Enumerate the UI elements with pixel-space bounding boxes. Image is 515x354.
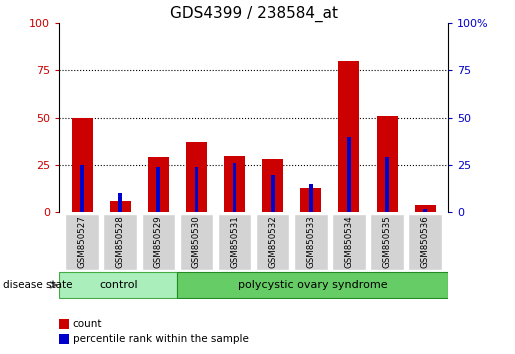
FancyBboxPatch shape (177, 272, 448, 298)
Text: GSM850529: GSM850529 (154, 215, 163, 268)
Bar (195, 167, 198, 212)
Text: disease state: disease state (3, 280, 72, 290)
Bar (186, 142, 207, 212)
Text: count: count (73, 319, 102, 329)
Text: GSM850535: GSM850535 (383, 215, 391, 268)
Bar (376, 116, 398, 212)
Text: GSM850528: GSM850528 (116, 215, 125, 268)
Bar (80, 165, 84, 212)
Bar (415, 205, 436, 212)
Text: GSM850530: GSM850530 (192, 215, 201, 268)
Bar (338, 61, 359, 212)
Bar (224, 156, 245, 212)
Text: GSM850534: GSM850534 (345, 215, 353, 268)
Text: percentile rank within the sample: percentile rank within the sample (73, 334, 249, 344)
FancyBboxPatch shape (59, 272, 177, 298)
Bar (347, 137, 351, 212)
FancyBboxPatch shape (408, 214, 442, 270)
FancyBboxPatch shape (218, 214, 251, 270)
Text: GSM850533: GSM850533 (306, 215, 315, 268)
Bar (110, 201, 131, 212)
Bar (262, 159, 283, 212)
Bar (309, 184, 313, 212)
Text: GSM850527: GSM850527 (78, 215, 87, 268)
Bar (148, 158, 169, 212)
FancyBboxPatch shape (294, 214, 328, 270)
Text: GSM850532: GSM850532 (268, 215, 277, 268)
FancyBboxPatch shape (370, 214, 404, 270)
Text: polycystic ovary syndrome: polycystic ovary syndrome (238, 280, 387, 290)
Bar (118, 193, 122, 212)
FancyBboxPatch shape (256, 214, 289, 270)
FancyBboxPatch shape (104, 214, 137, 270)
Bar (233, 163, 236, 212)
Bar (271, 175, 274, 212)
FancyBboxPatch shape (142, 214, 175, 270)
Bar (423, 209, 427, 212)
Text: control: control (99, 280, 138, 290)
Text: GSM850531: GSM850531 (230, 215, 239, 268)
Bar (72, 118, 93, 212)
FancyBboxPatch shape (180, 214, 213, 270)
Bar (59, 334, 69, 344)
Bar (157, 167, 160, 212)
Title: GDS4399 / 238584_at: GDS4399 / 238584_at (169, 5, 338, 22)
Bar (300, 188, 321, 212)
FancyBboxPatch shape (332, 214, 366, 270)
Bar (59, 319, 69, 329)
FancyBboxPatch shape (65, 214, 99, 270)
Bar (385, 158, 389, 212)
Text: GSM850536: GSM850536 (421, 215, 430, 268)
